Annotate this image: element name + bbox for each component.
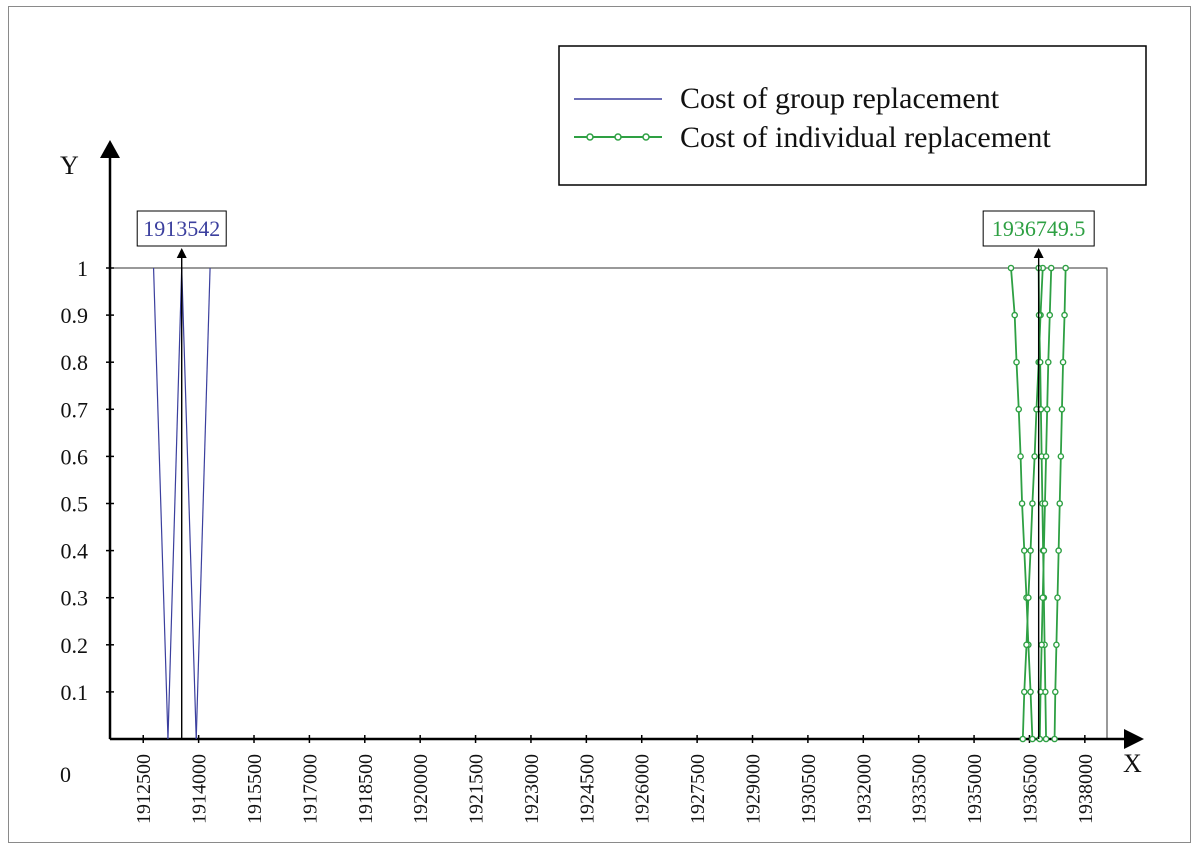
annotation-label: 1913542 (143, 216, 220, 241)
y-ticks: 0.1 0.2 0.3 0.4 0.5 0.6 0.7 0.8 0.9 1 (61, 256, 114, 705)
y-tick-label: 0.5 (61, 492, 89, 517)
y-axis-label: Y (60, 151, 79, 180)
x-tick-label: 1936500 (1019, 754, 1041, 824)
x-ticks: 1912500 1914000 1915500 1917000 1918500 19200… (133, 735, 1097, 824)
group-series-line (195, 267, 211, 740)
x-axis-arrow-icon (1124, 729, 1144, 749)
x-tick-label: 1920000 (410, 754, 432, 824)
individual-series-point (1061, 311, 1068, 319)
y-tick-label: 0.3 (61, 586, 89, 611)
individual-series-point (1056, 500, 1064, 507)
legend: Cost of group replacement Cost of indivi… (558, 45, 1147, 186)
x-tick-label: 1924500 (576, 754, 598, 824)
y-tick-label: 0.6 (61, 444, 89, 469)
group-series-line (152, 267, 169, 740)
individual-series-point (1058, 405, 1066, 413)
individual-series-point (1038, 641, 1045, 649)
x-tick-label: 1921500 (466, 754, 488, 824)
x-tick-label: 1929000 (743, 754, 765, 824)
series-layer (152, 264, 1069, 743)
x-tick-label: 1932000 (853, 754, 875, 824)
x-tick-label: 1927500 (687, 754, 709, 824)
individual-series-point (1027, 547, 1034, 554)
individual-series-point (1031, 453, 1038, 460)
individual-series-point (1043, 405, 1051, 413)
x-axis-label: X (1123, 749, 1142, 778)
individual-series-point (1051, 735, 1058, 743)
x-tick-label: 1938000 (1075, 754, 1097, 824)
y-axis-arrow-icon (100, 140, 120, 158)
individual-series-point (1040, 547, 1048, 554)
x-tick-label: 1914000 (189, 754, 211, 824)
individual-series-point (1019, 735, 1027, 743)
individual-series-point (1047, 264, 1055, 272)
individual-series-point (1018, 500, 1026, 507)
individual-series-point (1020, 688, 1028, 696)
individual-series-point (1052, 688, 1059, 696)
legend-label-group: Cost of group replacement (680, 82, 1000, 115)
legend-marker-individual (614, 133, 622, 141)
individual-series-point (1011, 311, 1018, 319)
x-tick-label: 1912500 (133, 754, 155, 824)
y-tick-label: 0.4 (61, 539, 89, 564)
individual-series-point (1017, 453, 1024, 460)
y-tick-label: 0.1 (61, 680, 89, 705)
legend-box (558, 45, 1147, 186)
individual-series-point (1055, 547, 1062, 554)
y-tick-label: 0.8 (61, 350, 89, 375)
origin-label: 0 (60, 762, 71, 787)
annotation-label: 1936749.5 (992, 216, 1086, 241)
y-tick-label: 0.2 (61, 633, 89, 658)
x-tick-label: 1923000 (521, 754, 543, 824)
individual-series-point (1042, 735, 1050, 743)
individual-series-point (1044, 358, 1052, 366)
individual-series-point (1042, 453, 1050, 460)
x-tick-label: 1917000 (299, 754, 321, 824)
annotation-arrow-icon (176, 248, 187, 258)
individual-series-point (1023, 641, 1030, 649)
group-series-line (181, 267, 197, 740)
individual-series-point (1059, 358, 1067, 366)
individual-series-point (1015, 405, 1023, 413)
x-tick-label: 1930500 (798, 754, 820, 824)
individual-series-point (1007, 264, 1015, 272)
individual-series-point (1039, 594, 1047, 602)
individual-series-point (1062, 264, 1069, 272)
individual-series-point (1025, 594, 1032, 602)
y-tick-label: 0.9 (61, 303, 89, 328)
individual-series-point (1046, 311, 1054, 319)
individual-series-point (1029, 500, 1036, 507)
individual-series-point (1027, 688, 1034, 696)
x-tick-label: 1935000 (964, 754, 986, 824)
annotation-box (136, 210, 227, 247)
group-series-line (167, 267, 183, 740)
individual-series-point (1053, 641, 1060, 649)
legend-label-individual: Cost of individual replacement (680, 121, 1051, 154)
legend-marker-individual (586, 133, 594, 141)
annotation-box (982, 210, 1095, 247)
y-tick-label: 1 (77, 256, 88, 281)
x-tick-label: 1926000 (632, 754, 654, 824)
legend-marker-individual (642, 133, 650, 141)
plot-box (109, 267, 1108, 740)
individual-series-point (1020, 547, 1028, 554)
individual-series-point (1057, 453, 1065, 460)
individual-series-point (1029, 735, 1036, 743)
y-tick-label: 0.7 (61, 397, 89, 422)
individual-series-point (1013, 358, 1020, 366)
annotation-arrow-icon (1033, 248, 1044, 258)
annotations: 1913542 1936749.5 (136, 210, 1095, 739)
individual-series-point (1054, 594, 1061, 602)
x-tick-label: 1915500 (244, 754, 266, 824)
x-tick-label: 1918500 (355, 754, 377, 824)
x-tick-label: 1933500 (909, 754, 931, 824)
individual-series-point (1041, 500, 1049, 507)
